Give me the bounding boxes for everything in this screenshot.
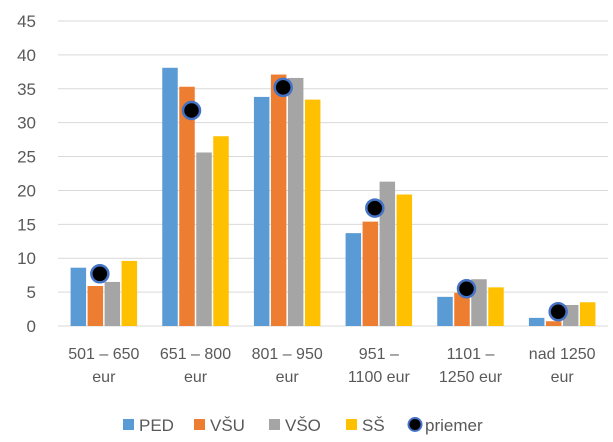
legend-swatch [194, 419, 205, 430]
average-markers [90, 77, 568, 322]
legend-label: VŠU [210, 416, 245, 435]
x-tick-label: 651 – 800 [160, 346, 231, 363]
legend-label: VŠO [285, 416, 321, 435]
x-tick-label: 801 – 950 [252, 346, 323, 363]
x-tick-label: 1250 eur [439, 369, 503, 386]
x-tick-label: eur [276, 369, 300, 386]
bar-sš [121, 260, 138, 326]
x-tick-label: nad 1250 [529, 346, 596, 363]
legend-label: SŠ [362, 416, 385, 435]
bar-všo [196, 152, 212, 326]
y-axis: 0 5 10 15 20 25 30 35 40 45 [17, 12, 36, 336]
y-tick-label: 5 [27, 283, 36, 302]
y-tick-label: 25 [17, 148, 36, 167]
legend-swatch [346, 419, 357, 430]
bar-ped [437, 296, 453, 326]
x-tick-label: eur [551, 369, 575, 386]
y-tick-label: 0 [27, 317, 36, 336]
bar-všo [104, 281, 121, 326]
bar-sš [396, 194, 413, 326]
x-tick-label: 501 – 650 [68, 346, 139, 363]
legend-label: PED [139, 416, 174, 435]
marker-priemer [90, 264, 110, 284]
bar-všu [454, 292, 470, 326]
bar-všu [545, 321, 562, 326]
y-tick-label: 15 [17, 215, 36, 234]
bar-všu [362, 221, 379, 326]
marker-priemer [456, 278, 477, 299]
legend: PED VŠU VŠO SŠ priemer [123, 416, 483, 435]
y-tick-label: 45 [17, 12, 36, 31]
bar-sš [579, 302, 596, 326]
bar-ped [70, 267, 87, 326]
y-tick-label: 40 [17, 46, 36, 65]
bar-všu [179, 86, 195, 326]
legend-swatch [123, 419, 134, 430]
x-tick-label: 1100 eur [348, 369, 411, 386]
marker-priemer [181, 100, 202, 121]
bar-ped [253, 96, 270, 327]
legend-swatch [269, 419, 280, 430]
bar-sš [488, 287, 504, 326]
bar-ped [162, 67, 178, 327]
bar-všo [379, 181, 396, 326]
bar-všu [270, 74, 287, 327]
legend-swatch [407, 417, 423, 432]
x-tick-label: eur [92, 369, 116, 386]
gridlines [58, 20, 608, 327]
x-tick-label: 951 – [359, 346, 399, 363]
y-tick-label: 30 [17, 114, 36, 133]
bar-ped [345, 233, 362, 326]
marker-priemer [273, 77, 293, 98]
y-tick-label: 10 [17, 249, 36, 268]
bar-ped [528, 317, 545, 326]
bar-sš [213, 136, 229, 326]
y-tick-label: 35 [17, 80, 36, 99]
x-tick-label: eur [184, 369, 208, 386]
legend-label: priemer [425, 416, 483, 435]
marker-priemer [548, 302, 568, 322]
bar-sš [304, 99, 321, 326]
x-tick-label: 1101 – [447, 346, 495, 363]
bars [70, 67, 596, 327]
x-axis: 501 – 650 eur 651 – 800 eur 801 – 950 eur 951 … [68, 346, 595, 386]
marker-priemer [365, 198, 385, 218]
bar-všo [287, 77, 304, 326]
bar-všu [87, 286, 104, 326]
y-tick-label: 20 [17, 181, 36, 200]
